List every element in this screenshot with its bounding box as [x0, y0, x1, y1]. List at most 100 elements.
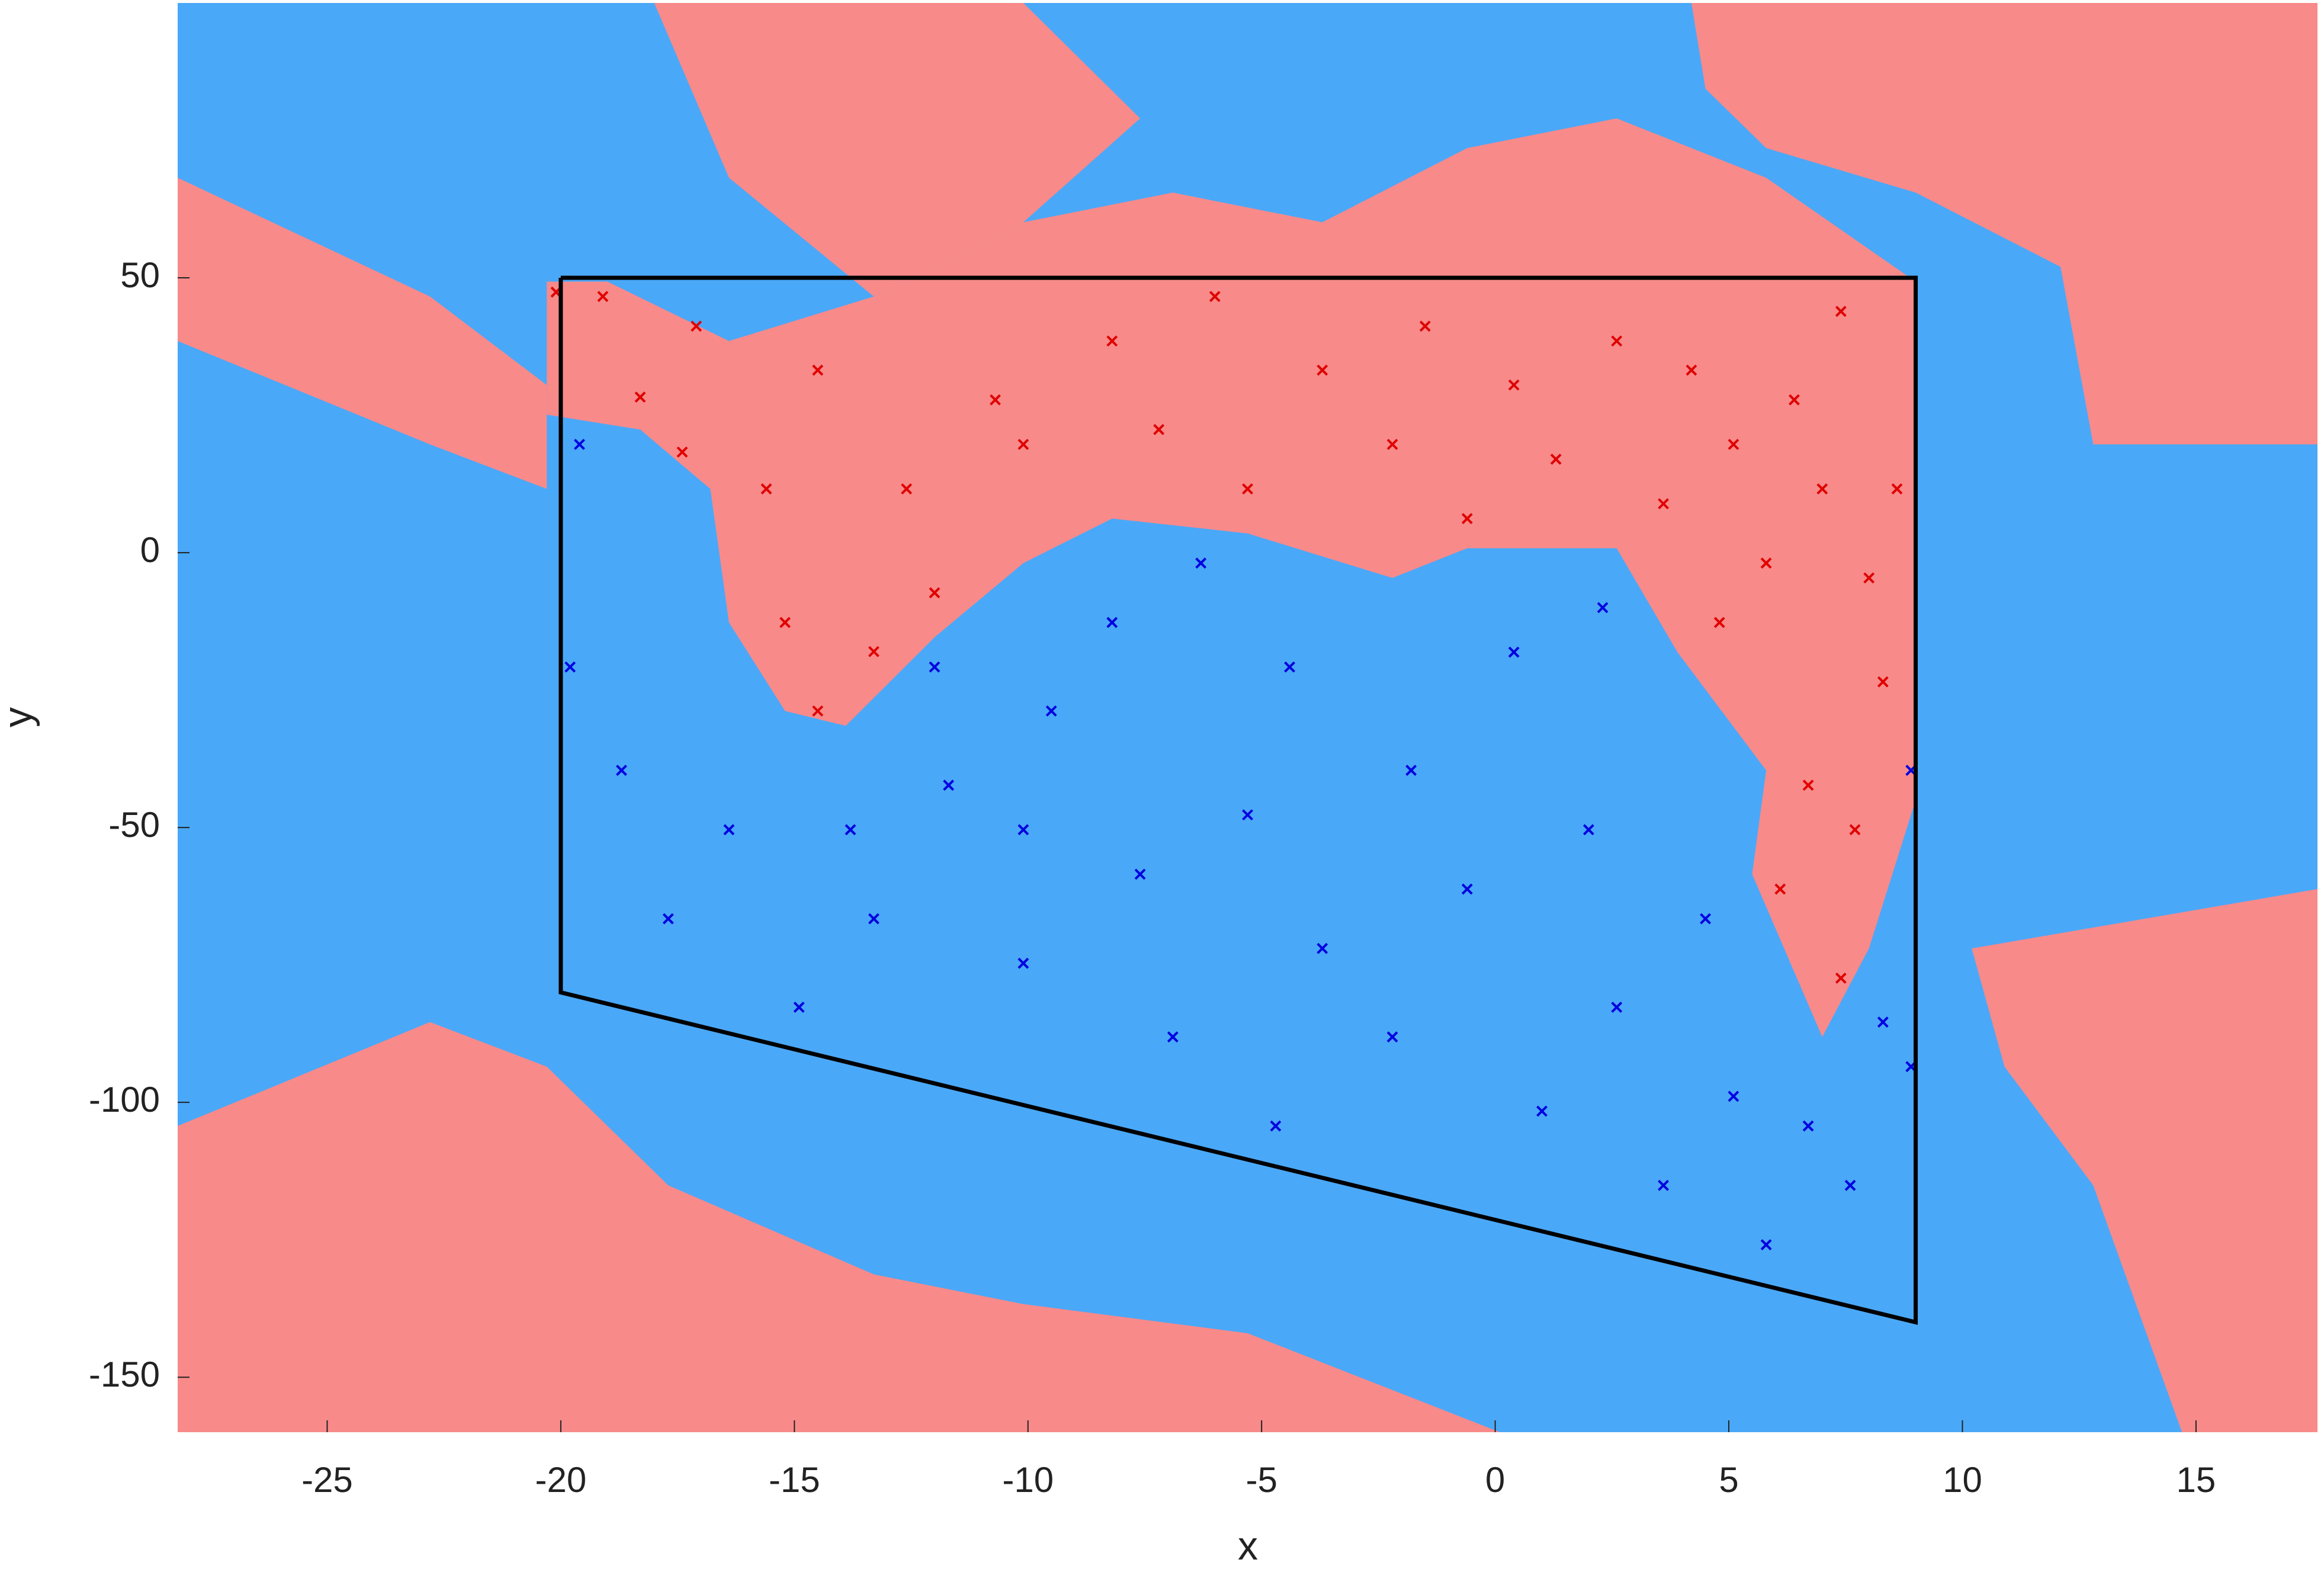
scatter-point	[1728, 438, 1739, 450]
x-tick-label: -5	[1246, 1460, 1277, 1500]
scatter-point	[1461, 883, 1473, 895]
x-tick-label: 0	[1485, 1460, 1505, 1500]
scatter-point	[1877, 1016, 1889, 1028]
scatter-point	[1508, 379, 1520, 391]
scatter-point	[1713, 617, 1725, 628]
scatter-point	[691, 320, 702, 332]
scatter-point	[793, 1002, 805, 1013]
scatter-point	[943, 779, 955, 791]
x-tick-label: -10	[1002, 1460, 1054, 1500]
scatter-point	[990, 394, 1001, 406]
scatter-point	[1658, 1179, 1670, 1191]
scatter-point	[662, 913, 674, 925]
scatter-point	[1789, 394, 1800, 406]
scatter-point	[868, 646, 879, 657]
y-axis-label: y	[0, 707, 40, 727]
scatter-point	[1802, 779, 1814, 791]
scatter-point	[1611, 335, 1623, 347]
scatter-point	[1209, 291, 1221, 303]
x-tick-label: -20	[535, 1460, 587, 1500]
scatter-point	[1728, 1090, 1739, 1102]
scatter-point	[1419, 320, 1431, 332]
class-region	[178, 178, 547, 489]
scatter-point	[676, 446, 688, 458]
scatter-point	[845, 824, 856, 836]
y-tick-label: 0	[140, 530, 160, 570]
scatter-point	[1835, 972, 1847, 984]
scatter-point	[634, 392, 646, 403]
class-region	[178, 1022, 1500, 1432]
boundary	[558, 275, 1918, 1325]
scatter-point	[1877, 676, 1889, 688]
scatter-point	[564, 661, 576, 673]
scatter-point	[1508, 646, 1520, 658]
scatter-point	[812, 705, 824, 717]
scatter-point	[1802, 1120, 1814, 1132]
scatter-point	[779, 617, 791, 628]
x-tick-label: 5	[1719, 1460, 1738, 1500]
scatter-point	[868, 913, 879, 925]
scatter-point	[1816, 483, 1828, 495]
y-tick-label: -150	[89, 1355, 160, 1394]
scatter-point	[1195, 557, 1207, 569]
scatter-point	[1270, 1120, 1282, 1132]
x-axis-label: x	[1238, 1523, 1258, 1568]
scatter-point	[1844, 1179, 1856, 1191]
scatter-point	[812, 364, 824, 376]
x-tick-label: -15	[769, 1460, 820, 1500]
scatter-point	[1017, 957, 1029, 969]
scatter-point	[1153, 423, 1165, 435]
scatter-point	[1700, 913, 1712, 925]
scatter-point	[574, 438, 585, 450]
scatter-point	[723, 824, 735, 836]
scatter-point	[1891, 483, 1903, 495]
scatter-point	[1317, 364, 1328, 376]
scatter-point	[1849, 824, 1861, 836]
scatter-point	[1242, 809, 1253, 821]
scatter-point	[1686, 364, 1697, 376]
scatter-point	[1760, 557, 1772, 569]
scatter-point	[1106, 335, 1118, 347]
scatter-point	[901, 483, 913, 495]
scatter-point	[1774, 883, 1786, 895]
scatter-point	[1760, 1239, 1772, 1250]
scatter-point	[1134, 868, 1146, 880]
x-tick-label: 10	[1943, 1460, 1982, 1500]
scatter-point	[1536, 1105, 1548, 1117]
scatter-point	[1045, 705, 1057, 717]
scatter-point	[1405, 765, 1417, 777]
y-tick-label: 50	[120, 255, 160, 295]
scatter-point	[1106, 617, 1118, 628]
class-region	[1972, 889, 2317, 1432]
scatter-point	[1284, 661, 1295, 673]
scatter-point	[1017, 824, 1029, 836]
scatter-point	[1461, 513, 1473, 524]
scatter-point	[1550, 453, 1562, 465]
scatter-point	[1863, 572, 1875, 584]
scatter-point	[1317, 942, 1328, 954]
scatter-point	[1597, 602, 1609, 614]
x-tick-label: -25	[301, 1460, 353, 1500]
scatter-point	[1242, 483, 1253, 495]
scatter-point	[597, 291, 609, 303]
scatter-point	[929, 587, 940, 599]
scatter-point	[760, 483, 772, 495]
scatter-point	[1017, 438, 1029, 450]
y-tick-label: -50	[108, 805, 160, 845]
scatter-point	[1835, 306, 1847, 317]
scatter-point	[1658, 498, 1670, 509]
scatter-point	[1582, 824, 1594, 836]
plot-area	[178, 3, 2317, 1432]
y-tick-label: -100	[89, 1080, 160, 1119]
scatter-point	[1167, 1031, 1179, 1043]
scatter-point	[1386, 438, 1398, 450]
scatter-point	[929, 661, 940, 673]
class-region	[1691, 3, 2317, 445]
class-region	[547, 118, 1916, 1037]
x-tick-label: 15	[2177, 1460, 2216, 1500]
scatter-point	[1611, 1002, 1623, 1013]
class-region	[654, 3, 1141, 297]
scatter-point	[1386, 1031, 1398, 1043]
scatter-point	[616, 765, 627, 777]
